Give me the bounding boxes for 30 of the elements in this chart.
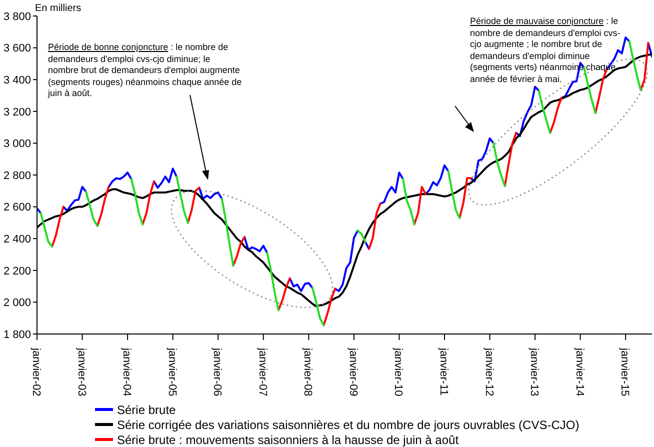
y-tick-label: 3 200 <box>3 106 31 118</box>
x-tick-label: janvier-13 <box>528 347 540 396</box>
y-tick-label: 2 400 <box>3 234 31 246</box>
x-tick-label: janvier-09 <box>346 347 359 396</box>
y-tick-label: 3 400 <box>3 74 31 87</box>
x-tick-label: janvier-03 <box>75 347 88 396</box>
y-tick-label: 2 000 <box>3 297 31 310</box>
x-tick-label: janvier-05 <box>166 347 178 396</box>
legend-label: Série brute : mouvements saisonniers à la hausse de juin à août <box>117 432 459 446</box>
y-tick-label: 3 600 <box>3 42 31 55</box>
x-tick-label: janvier-10 <box>392 347 404 396</box>
x-tick-label: janvier-08 <box>302 347 314 396</box>
x-tick-label: janvier-04 <box>120 347 133 396</box>
legend-label: Série brute <box>117 402 176 416</box>
text: En milliers <box>35 3 82 14</box>
x-tick-label: janvier-06 <box>211 347 224 396</box>
y-tick-label: 2 800 <box>3 170 31 182</box>
y-tick-label: 3 000 <box>3 138 31 150</box>
legend-label: Série corrigée des variations saisonnières et du nombre de jours ouvrables (CVS-CJO) <box>117 418 580 432</box>
x-tick-label: janvier-07 <box>256 347 268 396</box>
y-tick-label: 3 800 <box>3 10 31 23</box>
x-tick-label: janvier-15 <box>618 347 631 396</box>
y-tick-label: 2 200 <box>3 265 31 278</box>
x-tick-label: janvier-12 <box>482 347 495 396</box>
x-tick-label: janvier-11 <box>437 347 450 396</box>
x-tick-label: janvier-14 <box>573 347 586 396</box>
y-tick-label: 2 600 <box>3 202 31 214</box>
annotation: Période de bonne conjoncture : le nombre de demandeurs d'emploi cvs-cjo diminue; le nombre brut de demandeurs d'emploi augmente (segments rouges) néanmoins chaque année de juin à août. <box>48 42 243 100</box>
x-tick-label: janvier-02 <box>30 347 42 396</box>
y-tick-label: 1 800 <box>3 328 31 341</box>
